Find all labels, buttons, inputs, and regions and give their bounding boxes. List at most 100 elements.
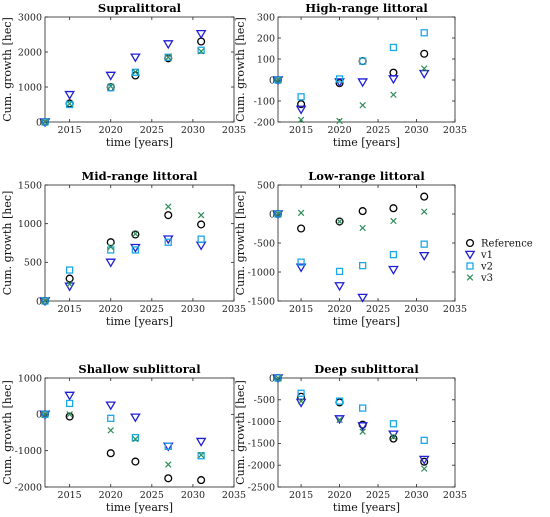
data-point <box>359 428 366 435</box>
data-point <box>132 68 139 76</box>
legend-item-v1: v1 <box>464 250 493 261</box>
panel-title: Supralittoral <box>98 1 182 15</box>
data-point <box>274 374 282 382</box>
data-point <box>106 238 115 247</box>
y-tick-label: 1500 <box>18 180 42 191</box>
plot-area <box>44 16 235 123</box>
x-tick-label: 2020 <box>327 125 351 136</box>
data-point <box>359 101 366 109</box>
data-point <box>107 414 115 422</box>
data-point <box>389 204 398 213</box>
y-tick-label: 500 <box>24 258 42 269</box>
data-point <box>335 267 344 276</box>
series-v2 <box>41 399 205 460</box>
legend-marker <box>464 250 476 260</box>
x-tick-label: 2035 <box>443 125 467 136</box>
data-point <box>297 209 305 217</box>
x-tick-label: 2030 <box>404 304 428 315</box>
y-tick-label: 0 <box>269 209 275 220</box>
panel-low-range-littoral: Low-range littoral 2015 2020 2025 2030 2035 -1… <box>234 169 467 328</box>
x-tick-label: 2030 <box>404 490 428 501</box>
legend-marker <box>466 262 474 270</box>
data-point <box>390 91 397 98</box>
legend-label: Reference <box>481 239 533 250</box>
x-tick-label: 2035 <box>222 490 246 501</box>
x-tick-label: 2025 <box>366 490 390 501</box>
x-axis-label: time [years] <box>333 136 400 149</box>
data-point <box>336 218 343 225</box>
data-point <box>390 217 397 225</box>
x-tick-label: 2035 <box>222 125 246 136</box>
data-point <box>131 68 140 76</box>
y-tick-label: -1000 <box>248 417 275 428</box>
data-point <box>41 410 49 418</box>
data-point <box>107 427 114 434</box>
y-tick-label: 1000 <box>18 82 42 93</box>
data-point <box>336 416 343 424</box>
y-tick-label: -2500 <box>248 482 275 493</box>
data-point <box>335 217 344 226</box>
data-point <box>164 238 172 246</box>
data-point <box>131 230 140 239</box>
x-tick-label: 2025 <box>140 304 164 315</box>
series-v3 <box>274 208 428 232</box>
data-point <box>274 210 282 218</box>
panel-title: Low-range littoral <box>308 169 425 183</box>
data-point <box>335 75 344 83</box>
panel-shallow-sublittoral: Shallow sublittoral 2015 2020 2025 2030 2035 -… <box>1 362 246 514</box>
y-tick-label: 100 <box>257 54 275 65</box>
data-point <box>274 76 282 84</box>
data-point <box>197 451 205 459</box>
y-tick-label: 0 <box>269 75 275 86</box>
plot-area <box>277 184 456 302</box>
x-tick-label: 2035 <box>222 304 246 315</box>
plot-area <box>44 377 235 488</box>
data-point <box>359 404 367 412</box>
series-v2 <box>41 46 205 126</box>
x-tick-label: 2035 <box>443 490 467 501</box>
x-tick-label: 2030 <box>404 125 428 136</box>
data-point <box>297 93 305 101</box>
data-point <box>274 76 282 84</box>
panel-title: High-range littoral <box>305 1 428 15</box>
y-tick-label: 2000 <box>18 47 42 58</box>
x-tick-label: 2015 <box>58 125 82 136</box>
data-point <box>418 455 430 465</box>
data-point <box>390 433 397 441</box>
x-axis-label: time [years] <box>333 315 400 328</box>
data-point <box>195 437 207 447</box>
y-axis-label: Cum. growth [hec] <box>1 380 14 485</box>
data-point <box>334 415 345 425</box>
data-point <box>274 374 282 382</box>
y-axis-label: Cum. growth [hec] <box>234 191 247 296</box>
data-point <box>66 100 73 108</box>
legend-label: v2 <box>480 262 493 273</box>
data-point <box>66 411 73 418</box>
data-point <box>335 397 344 405</box>
data-point <box>66 100 74 109</box>
y-tick-label: 300 <box>257 12 275 23</box>
data-point <box>41 118 49 126</box>
x-tick-label: 2015 <box>289 490 313 501</box>
data-point <box>359 261 367 270</box>
series-v3 <box>274 374 428 472</box>
data-point <box>420 192 429 201</box>
data-point <box>388 75 399 85</box>
data-point <box>357 422 368 432</box>
y-tick-label: 0 <box>269 373 275 384</box>
data-point <box>41 118 49 126</box>
y-tick-label: -100 <box>254 96 275 107</box>
x-axis-label: time [years] <box>106 136 173 149</box>
x-tick-label: 2025 <box>140 490 164 501</box>
data-point <box>334 282 345 292</box>
data-point <box>66 280 73 288</box>
x-tick-label: 2030 <box>181 125 205 136</box>
data-point <box>420 49 429 58</box>
legend-item-reference: Reference <box>465 239 533 250</box>
data-point <box>295 263 307 273</box>
data-point <box>107 83 114 90</box>
data-point <box>197 235 205 243</box>
data-point <box>359 224 366 232</box>
series-v2 <box>274 29 428 101</box>
